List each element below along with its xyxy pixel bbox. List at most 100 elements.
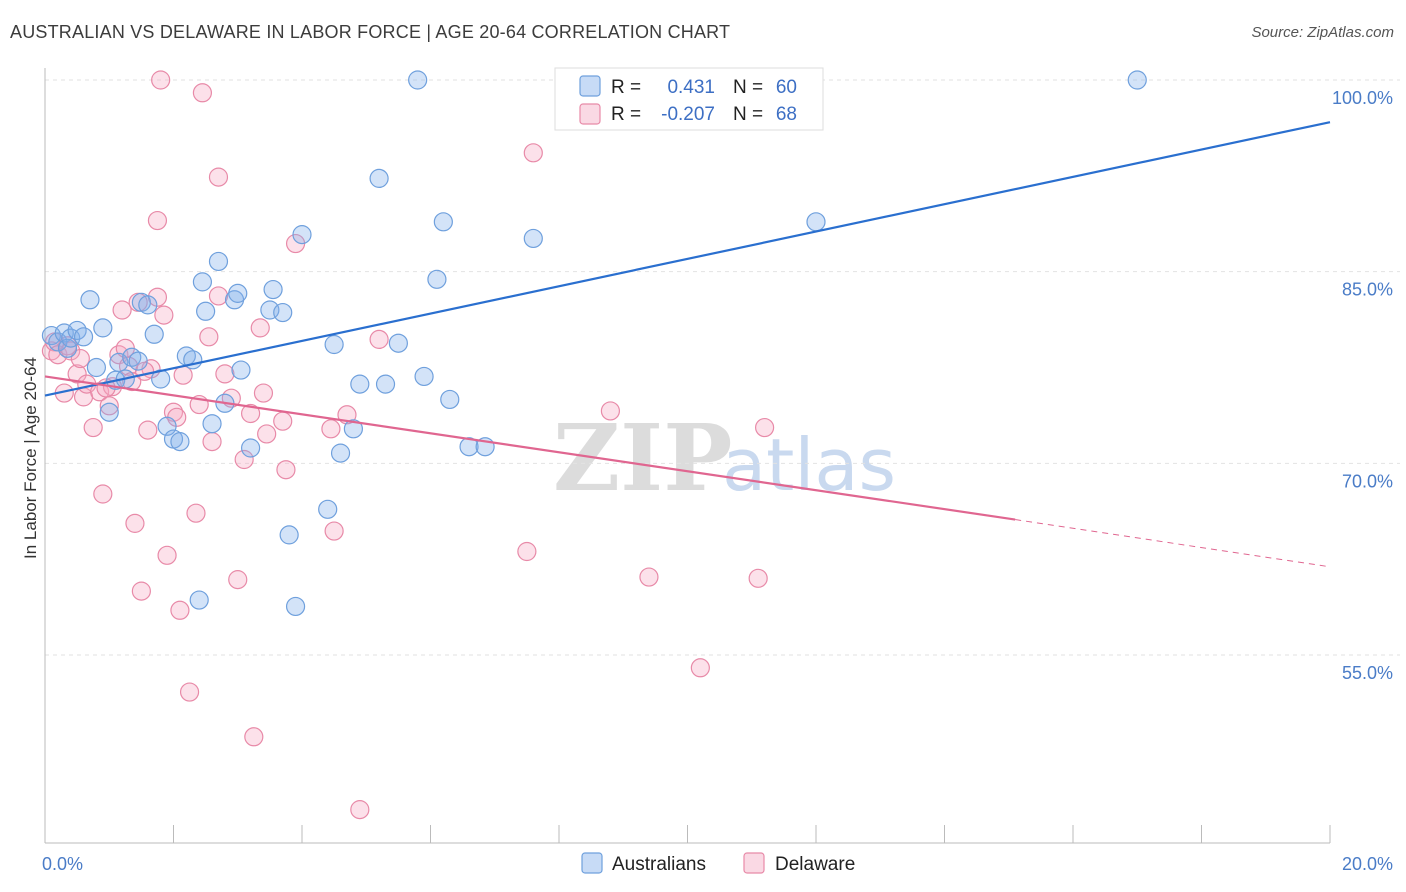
australians-point [189,590,209,610]
legend-blue-n-value: 60 [776,77,797,98]
australians-point [241,438,261,458]
legend-pink-n-value: 68 [776,104,797,125]
australians-point [414,366,434,387]
australians-trend-line [44,121,1331,397]
delaware-point [754,417,775,438]
legend-blue-r-value: 0.431 [667,77,715,98]
australians-point [318,499,338,519]
bottom-legend-blue-swatch [581,852,603,874]
bottom-legend-australians: Australians [612,854,706,875]
y-tick-label: 55.0% [1342,663,1393,683]
australians-point [523,228,543,249]
delaware-point [234,449,254,470]
australians-point [231,360,251,380]
y-tick-labels: 55.0% 70.0% 85.0% 100.0% [1332,88,1393,683]
delaware-point [170,600,190,620]
delaware-point [173,365,193,385]
australians-point [109,352,129,372]
australians-point [202,414,222,434]
australians-point [433,212,453,232]
australians-point [93,318,113,338]
delaware-point [192,83,213,103]
delaware-trend-line [44,375,1016,521]
source-label: Source: ZipAtlas.com [1251,24,1394,41]
delaware-trend-extension [1015,519,1331,568]
australians-point [375,374,396,394]
australians-point [343,419,363,439]
delaware-point [600,401,621,421]
delaware-point [276,460,296,480]
delaware-point [257,424,277,444]
delaware-point [138,420,158,440]
australians-point [806,212,826,232]
delaware-point [215,364,235,384]
bottom-legend-delaware: Delaware [775,854,855,875]
delaware-point [67,364,87,384]
australians-point [408,70,428,90]
australians-point [57,338,78,358]
legend-pink-r-label: R = [611,104,641,125]
australians-point [138,295,158,315]
x-tick-labels: 0.0% 20.0% [42,854,1393,874]
australians-point [192,272,213,292]
delaware-point [369,329,389,349]
legend-pink-n-label: N = [733,104,763,125]
delaware-point [186,503,206,523]
australians-point [369,168,389,188]
delaware-point [157,545,177,565]
australians-point [350,374,370,394]
delaware-point [273,411,293,431]
australians-point [196,301,216,321]
delaware-points [41,70,775,820]
legend-pink-r-value: -0.207 [661,104,715,125]
x-tick-label-min: 0.0% [42,854,83,874]
legend-pink-swatch [579,103,601,125]
delaware-point [523,143,543,163]
y-axis-label: In Labor Force | Age 20-64 [21,357,40,559]
australians-point [279,525,299,545]
delaware-point [93,484,113,504]
series-legend: Australians Delaware [581,852,855,875]
delaware-point [83,417,103,438]
delaware-point [228,570,248,590]
delaware-point [208,167,229,187]
australians-point [388,333,408,353]
watermark: ZIP atlas [553,404,896,512]
delaware-point [151,70,171,90]
delaware-point [250,318,270,338]
delaware-point [131,581,151,601]
delaware-point [208,286,229,306]
australians-point [324,334,344,355]
delaware-point [321,419,341,439]
australians-point [285,596,306,617]
australians-point [99,402,119,422]
y-tick-label: 100.0% [1332,88,1393,108]
gridlines [45,79,1400,656]
legend-blue-r-label: R = [611,77,641,98]
australians-point [73,327,94,347]
watermark-zip: ZIP [553,404,732,512]
delaware-point [163,402,184,422]
bottom-legend-pink-swatch [743,852,765,874]
delaware-point [202,432,222,452]
delaware-point [112,300,132,320]
australians-point [263,279,283,300]
australians-point [144,324,164,344]
delaware-point [241,403,261,424]
correlation-legend: R = 0.431 N = 60 R = -0.207 N = 68 [554,67,824,131]
x-tick-label-max: 20.0% [1342,854,1393,874]
delaware-point [244,727,264,747]
australians-point [459,437,479,457]
australians-point [208,251,229,272]
delaware-point [70,348,90,369]
australians-point [128,351,148,371]
australians-point [1127,70,1147,90]
australians-point [170,432,190,452]
australians-points [41,70,1147,617]
trend-lines [44,121,1331,568]
delaware-point [154,305,174,325]
australians-point [292,225,312,245]
watermark-atlas: atlas [722,423,896,507]
australians-point [440,389,460,410]
australians-point [427,269,447,289]
